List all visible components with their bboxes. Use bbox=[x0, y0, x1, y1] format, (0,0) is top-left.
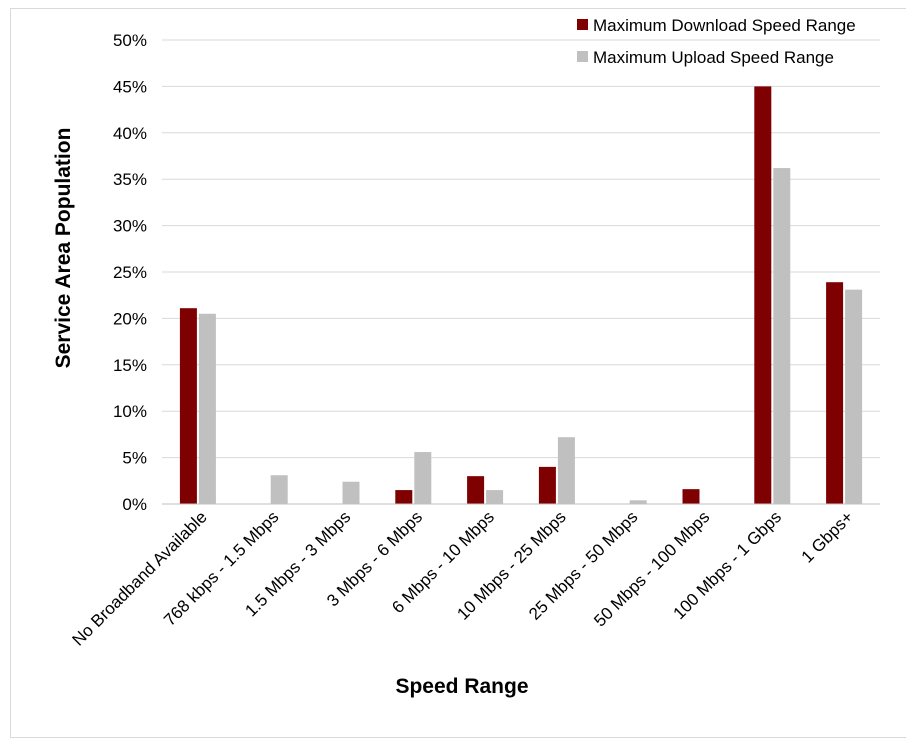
bar-download bbox=[538, 466, 556, 504]
bar-download bbox=[826, 282, 844, 504]
bar-upload bbox=[557, 437, 575, 504]
bar-download bbox=[467, 476, 485, 504]
bar-upload bbox=[342, 481, 360, 504]
y-tick-label: 10% bbox=[113, 402, 147, 421]
y-tick-label: 45% bbox=[113, 77, 147, 96]
bar-download bbox=[395, 490, 413, 504]
legend-label-upload: Maximum Upload Speed Range bbox=[593, 48, 834, 67]
legend-label-download: Maximum Download Speed Range bbox=[593, 16, 856, 35]
bar-upload bbox=[845, 289, 863, 504]
bars bbox=[179, 86, 863, 505]
bar-download bbox=[682, 489, 700, 504]
legend: Maximum Download Speed Range Maximum Upl… bbox=[577, 16, 856, 67]
y-tick-label: 0% bbox=[122, 495, 147, 514]
bar-upload bbox=[629, 500, 647, 504]
y-tick-label: 15% bbox=[113, 356, 147, 375]
bar-download bbox=[754, 86, 772, 505]
legend-swatch-download bbox=[577, 19, 588, 30]
bar-upload bbox=[270, 475, 288, 504]
y-tick-label: 20% bbox=[113, 309, 147, 328]
bar-download bbox=[179, 308, 197, 504]
bar-upload bbox=[414, 452, 432, 504]
bar-upload bbox=[773, 168, 791, 504]
y-tick-label: 35% bbox=[113, 170, 147, 189]
gridlines bbox=[162, 39, 880, 459]
x-axis-title: Speed Range bbox=[395, 675, 528, 698]
bar-upload bbox=[198, 313, 216, 504]
y-tick-label: 5% bbox=[122, 449, 147, 468]
y-tick-label: 25% bbox=[113, 263, 147, 282]
x-tick-label: No Broadband Available bbox=[69, 507, 211, 649]
y-tick-label: 30% bbox=[113, 217, 147, 236]
legend-item-download: Maximum Download Speed Range bbox=[577, 16, 856, 35]
bar-upload bbox=[486, 490, 504, 504]
y-axis-ticks: 0% 5% 10% 15% 20% 25% 30% 35% 40% 45% 50% bbox=[113, 31, 147, 514]
legend-item-upload: Maximum Upload Speed Range bbox=[577, 48, 834, 67]
legend-swatch-upload bbox=[577, 51, 588, 62]
y-axis-title: Service Area Population bbox=[52, 128, 75, 369]
x-tick-label: 1 Gbps+ bbox=[798, 507, 857, 566]
y-tick-label: 50% bbox=[113, 31, 147, 50]
y-tick-label: 40% bbox=[113, 124, 147, 143]
